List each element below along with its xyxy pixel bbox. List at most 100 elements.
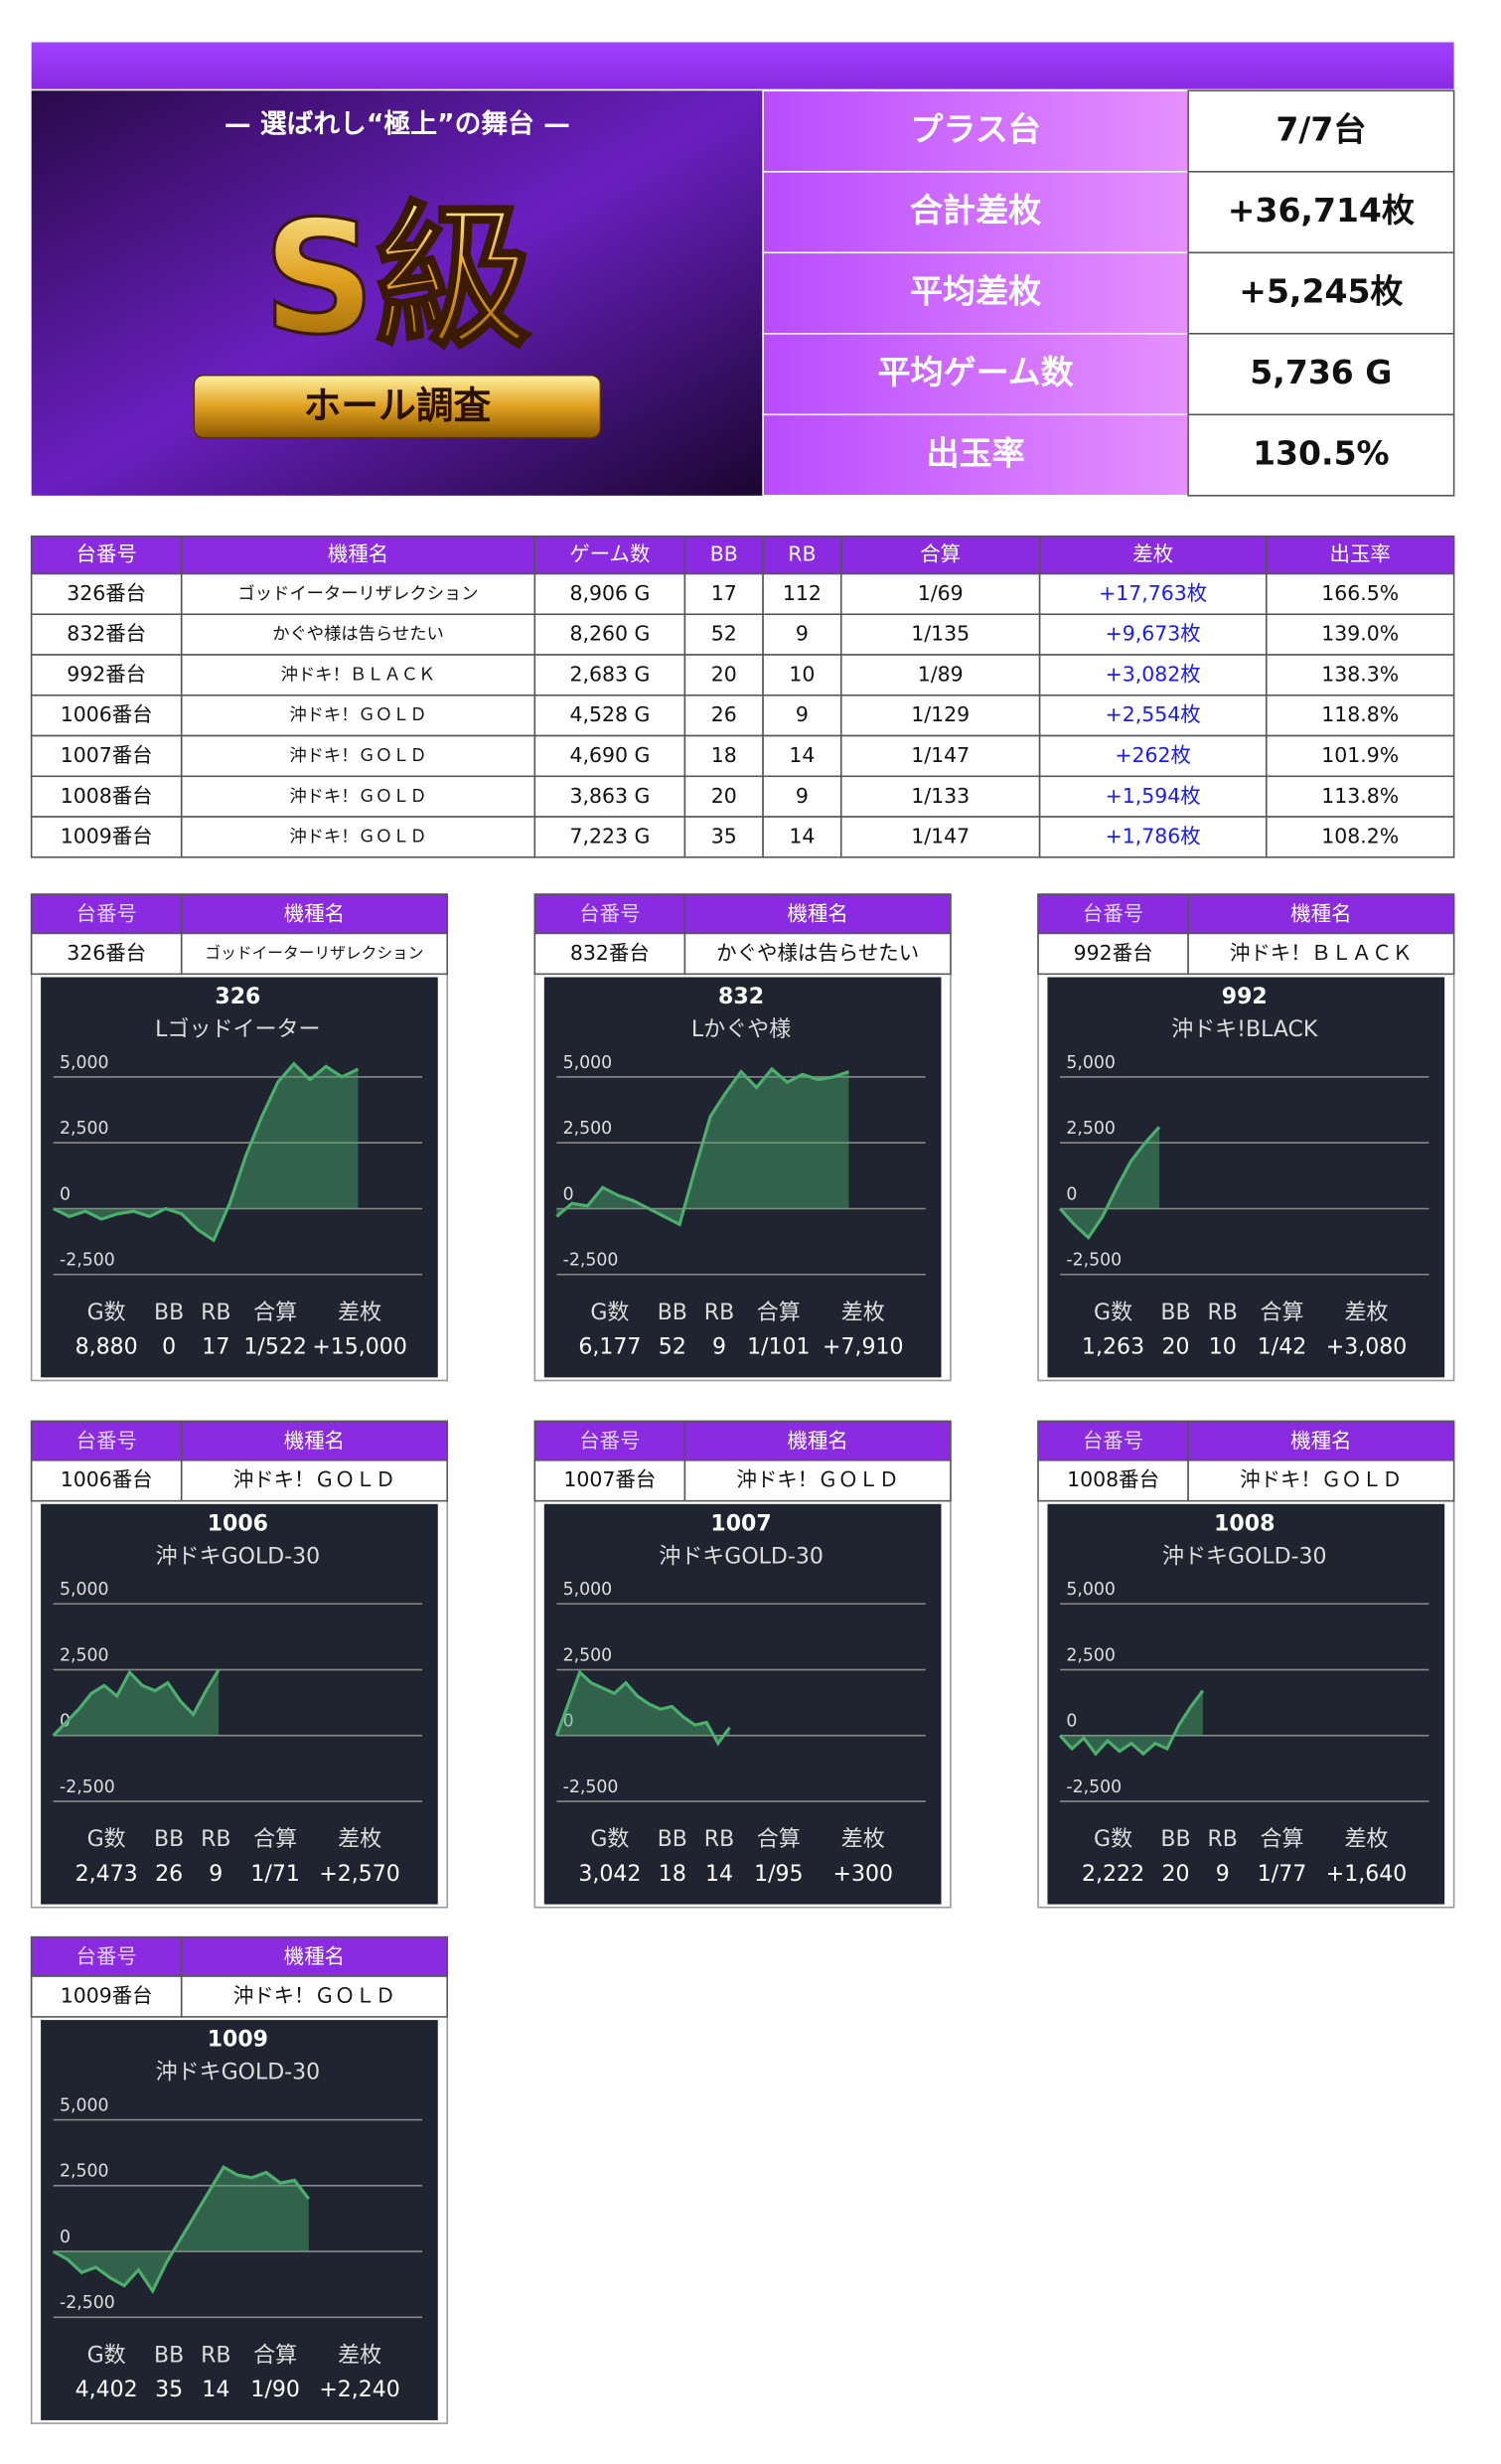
table-text: 1/133 bbox=[911, 784, 970, 808]
table-text: 沖ドキ！ＧＯＬＤ bbox=[289, 828, 426, 847]
y-tick-label: 5,000 bbox=[563, 1053, 613, 1073]
panel-header: 台番号 bbox=[1083, 1429, 1143, 1453]
stat-label: 差枚 bbox=[338, 1827, 381, 1852]
stat-value: 6,177 bbox=[578, 1334, 641, 1359]
table-cell bbox=[1266, 572, 1455, 616]
stat-value: 52 bbox=[659, 1334, 686, 1359]
table-cell bbox=[683, 816, 764, 858]
machine-name: 沖ドキ！ＧＯＬＤ bbox=[233, 1467, 395, 1491]
chart-title: 1009 bbox=[208, 2028, 268, 2053]
summary-label: プラス台 bbox=[910, 110, 1040, 149]
table-text: 沖ドキ！ＧＯＬＤ bbox=[289, 787, 426, 807]
table-cell bbox=[683, 613, 764, 656]
panel-header: 台番号 bbox=[76, 902, 137, 926]
table-text: 14 bbox=[789, 825, 815, 848]
stat-value: 0 bbox=[162, 1334, 176, 1359]
y-tick-label: -2,500 bbox=[563, 1777, 619, 1797]
table-text: +262枚 bbox=[1115, 743, 1191, 767]
panel-header-cell bbox=[533, 1420, 686, 1462]
panel-header: 機種名 bbox=[284, 1944, 345, 1968]
table-text: 1/129 bbox=[911, 702, 970, 726]
table-cell bbox=[839, 654, 1041, 696]
line bbox=[555, 1066, 849, 1227]
table-header: 機種名 bbox=[328, 542, 388, 566]
panel-cell bbox=[1037, 1459, 1189, 1502]
machine-number: 1009番台 bbox=[61, 1983, 153, 2007]
table-text: 沖ドキ！ＢＬＡＣＫ bbox=[281, 665, 436, 685]
table-text: 18 bbox=[711, 743, 737, 767]
panel-cell bbox=[533, 932, 686, 976]
table-text: 17 bbox=[711, 581, 737, 605]
table-text: +1,594枚 bbox=[1106, 784, 1201, 808]
chart-bg bbox=[41, 2020, 438, 2420]
summary-label-cell bbox=[762, 170, 1189, 254]
table-text: 8,906 G bbox=[569, 581, 650, 605]
chart-title: 1007 bbox=[710, 1511, 771, 1536]
stat-label: RB bbox=[201, 1827, 230, 1852]
y-tick-label: -2,500 bbox=[60, 1251, 115, 1271]
machine-number: 326番台 bbox=[67, 941, 146, 965]
panel-header-cell bbox=[1187, 893, 1455, 935]
stat-label: 差枚 bbox=[841, 1827, 885, 1852]
table-cell bbox=[1266, 816, 1455, 858]
y-tick-label: 2,500 bbox=[1066, 1119, 1116, 1139]
chart-subtitle: 沖ドキ!BLACK bbox=[1171, 1017, 1318, 1042]
stat-label: G数 bbox=[590, 1827, 629, 1852]
stat-value: 1,263 bbox=[1082, 1334, 1144, 1359]
stat-value: 1/77 bbox=[1258, 1862, 1306, 1887]
line bbox=[1058, 1689, 1205, 1757]
chart-title: 1006 bbox=[208, 1511, 268, 1536]
chart-title: 992 bbox=[1222, 985, 1268, 1009]
table-cell bbox=[180, 654, 536, 696]
machine-number: 1006番台 bbox=[61, 1467, 153, 1491]
table-header-cell bbox=[1266, 535, 1455, 575]
stat-value: 9 bbox=[209, 1862, 223, 1887]
panel-header: 機種名 bbox=[788, 1429, 848, 1453]
table-cell bbox=[30, 654, 183, 696]
summary-value: 130.5% bbox=[1253, 434, 1390, 473]
table-header: 台番号 bbox=[76, 542, 137, 566]
table-text: 35 bbox=[711, 825, 737, 848]
stat-label: BB bbox=[154, 1301, 184, 1325]
chart-subtitle: Lゴッドイーター bbox=[155, 1017, 320, 1042]
stat-value: 20 bbox=[1162, 1334, 1190, 1359]
panel-cell bbox=[30, 1459, 183, 1502]
table-text: 20 bbox=[711, 784, 737, 808]
panel-cell bbox=[180, 932, 449, 976]
chart-subtitle: 沖ドキGOLD-30 bbox=[659, 1544, 824, 1569]
line bbox=[1058, 1126, 1161, 1241]
table-cell bbox=[839, 775, 1041, 818]
table-text: 20 bbox=[711, 662, 737, 686]
y-tick-label: 0 bbox=[563, 1712, 574, 1732]
chart-bg bbox=[543, 1503, 942, 1905]
stat-value: 1/71 bbox=[250, 1862, 299, 1887]
stat-label: RB bbox=[1208, 1301, 1238, 1325]
line bbox=[554, 1669, 731, 1747]
panel-header: 機種名 bbox=[284, 902, 345, 926]
panel-header: 機種名 bbox=[1290, 902, 1351, 926]
header-bar bbox=[31, 42, 1454, 89]
table-text: 7,223 G bbox=[569, 825, 650, 848]
panel-header: 機種名 bbox=[1290, 1429, 1351, 1453]
y-tick-label: 5,000 bbox=[60, 2095, 109, 2115]
stat-value: 2,222 bbox=[1082, 1862, 1144, 1887]
y-tick-label: 2,500 bbox=[60, 2162, 109, 2182]
table-cell bbox=[1266, 613, 1455, 656]
y-tick-label: 0 bbox=[1066, 1712, 1077, 1732]
stat-label: G数 bbox=[87, 1301, 126, 1325]
table-cell bbox=[30, 734, 183, 778]
chart-bg bbox=[543, 977, 942, 1378]
stat-label: BB bbox=[1160, 1827, 1190, 1852]
stat-value: 9 bbox=[712, 1334, 726, 1359]
panel-cell bbox=[1187, 1459, 1455, 1502]
table-header: RB bbox=[788, 542, 816, 566]
table-cell bbox=[180, 816, 536, 858]
panel-cell bbox=[533, 1459, 686, 1502]
stat-value: +15,000 bbox=[312, 1334, 406, 1359]
stat-label: 差枚 bbox=[338, 2343, 381, 2368]
machine-name: ゴッドイーターリザレクション bbox=[205, 943, 423, 962]
machine-name: 沖ドキ！ＧＯＬＤ bbox=[233, 1983, 395, 2007]
table-text: 8,260 G bbox=[569, 622, 650, 646]
stat-label: 差枚 bbox=[338, 1301, 381, 1325]
